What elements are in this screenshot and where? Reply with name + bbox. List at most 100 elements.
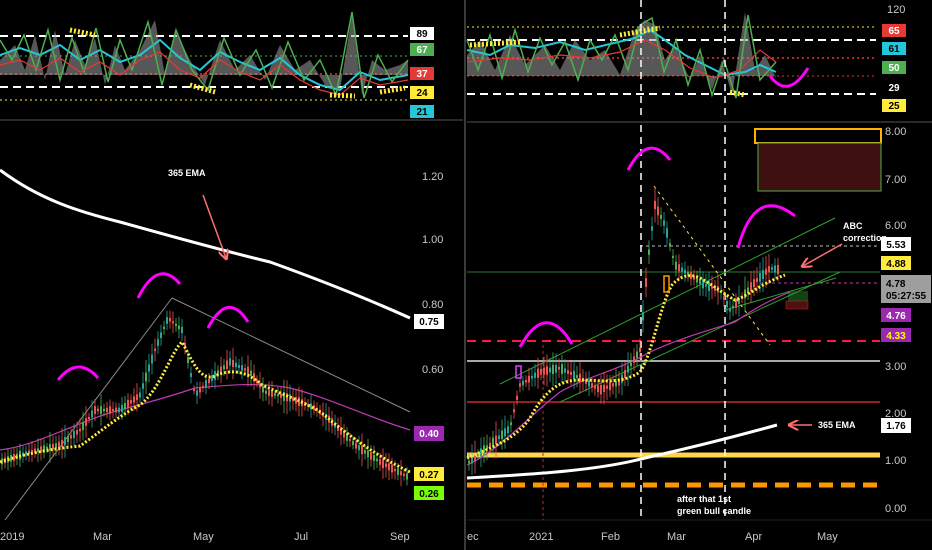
right-candle-body-96 (756, 278, 758, 283)
left-candle-body-10 (31, 449, 33, 454)
right-candle-body-46 (606, 385, 608, 389)
left-candle-body-16 (49, 444, 51, 451)
right-candle-body-18 (522, 380, 524, 386)
right-badge-countdown-label: 05:27:55 (886, 291, 926, 302)
left-candle-body-17 (52, 443, 54, 450)
right-candle-body-13 (507, 426, 509, 434)
right-small-box-red (785, 300, 809, 310)
left-osc-badge-37-label: 37 (416, 69, 428, 80)
left-candle-body-124 (373, 454, 375, 461)
left-candle-body-79 (238, 365, 240, 368)
left-osc-badge-21-label: 21 (416, 107, 428, 118)
left-candle-body-66 (199, 387, 201, 393)
left-candle-body-85 (256, 379, 258, 384)
right-candle-body-98 (762, 269, 764, 280)
right-candle-body-27 (549, 367, 551, 373)
left-candle-body-113 (340, 427, 342, 435)
left-candle-body-129 (388, 463, 390, 471)
left-tick-1-20: 1.20 (422, 171, 443, 183)
left-candle-body-11 (34, 448, 36, 454)
right-abc-annotation-line1: ABC (843, 221, 863, 231)
right-badge-4-88-label: 4.88 (886, 259, 906, 270)
right-tick-8-00: 8.00 (885, 126, 906, 138)
right-candle-body-44 (600, 384, 602, 395)
left-candle-body-122 (367, 450, 369, 458)
right-ema-365-line (466, 423, 778, 480)
right-time-feb: Feb (601, 531, 620, 543)
left-candle-body-93 (280, 393, 282, 398)
right-candle-body-43 (597, 385, 599, 393)
right-candle-body-26 (546, 366, 548, 375)
left-osc-badge-89-label: 89 (416, 29, 428, 40)
right-candle-body-64 (660, 214, 662, 220)
left-candle-body-3 (10, 455, 12, 462)
left-candle-body-92 (277, 394, 279, 397)
left-candle-body-117 (352, 440, 354, 446)
left-ema-arrow (202, 194, 226, 258)
right-osc-badge-50: 50 (882, 61, 906, 74)
right-candle-body-78 (702, 279, 704, 289)
left-candle-body-119 (358, 445, 360, 451)
right-candle-body-30 (558, 366, 560, 370)
right-candle-body-63 (657, 206, 659, 216)
left-candle-body-58 (175, 323, 177, 326)
right-candle-body-40 (588, 380, 590, 387)
right-candle-body-41 (591, 383, 593, 388)
left-candle-body-118 (355, 442, 357, 449)
right-candle-body-80 (708, 281, 710, 291)
right-tick-7-00: 7.00 (885, 174, 906, 186)
left-arc-2 (136, 272, 182, 299)
left-osc-badge-89: 89 (410, 27, 434, 40)
right-tick-3-00: 3.00 (885, 361, 906, 373)
left-time-axis: 2019 Mar May Jul Sep (0, 531, 410, 543)
left-candle-body-98 (295, 397, 297, 404)
right-osc-green-line (466, 14, 777, 99)
right-candle-body-53 (627, 365, 629, 373)
right-candle-body-95 (753, 279, 755, 288)
left-candle-body-64 (193, 388, 195, 392)
right-candle-body-28 (552, 364, 554, 375)
right-osc-badge-61-label: 61 (888, 44, 900, 55)
right-tick-1-00: 1.00 (885, 455, 906, 467)
left-candle-body-13 (40, 446, 42, 453)
right-badge-4-88: 4.88 (881, 256, 911, 270)
right-candle-body-79 (705, 284, 707, 287)
right-arc-1 (518, 321, 574, 348)
left-candle-body-15 (46, 446, 48, 450)
left-candle-body-133 (400, 471, 402, 476)
right-channel-mid (724, 277, 837, 311)
right-osc-badge-25-label: 25 (888, 101, 900, 112)
left-ema-annotation: 365 EMA (168, 168, 206, 178)
left-candle-body-43 (130, 400, 132, 404)
right-badge-5-53: 5.53 (881, 237, 911, 251)
left-candle-body-47 (142, 383, 144, 389)
left-candle-body-90 (271, 390, 273, 397)
left-candle-body-39 (118, 407, 120, 413)
left-time-2019: 2019 (0, 531, 24, 543)
right-tick-6-00: 6.00 (885, 220, 906, 232)
left-candle-body-40 (121, 404, 123, 413)
right-candle-body-31 (561, 364, 563, 374)
left-osc-badge-37: 37 (410, 67, 434, 80)
right-candle-body-62 (654, 200, 656, 210)
left-candle-body-121 (364, 449, 366, 454)
right-yellow-ma (466, 273, 786, 460)
right-badge-1-76-label: 1.76 (886, 421, 906, 432)
right-candle-body-8 (492, 437, 494, 448)
left-candle-body-50 (151, 354, 153, 364)
right-candle-body-102 (774, 265, 776, 273)
right-badge-4-78-label: 4.78 (886, 279, 906, 290)
right-candle-body-49 (615, 380, 617, 387)
left-candle-body-42 (127, 399, 129, 409)
left-badge-0-27: 0.27 (414, 467, 444, 481)
left-candle-body-4 (13, 453, 15, 461)
right-candle-body-37 (579, 373, 581, 383)
left-osc-gray-fill (0, 15, 408, 95)
right-arc-2 (626, 146, 672, 171)
left-ema-365-line (0, 168, 411, 320)
left-candle-body-74 (223, 365, 225, 370)
right-osc-badge-29-label: 29 (888, 83, 900, 94)
right-candle-body-1 (471, 455, 473, 464)
right-candle-body-48 (612, 383, 614, 387)
right-osc-cyan-line (466, 28, 777, 77)
